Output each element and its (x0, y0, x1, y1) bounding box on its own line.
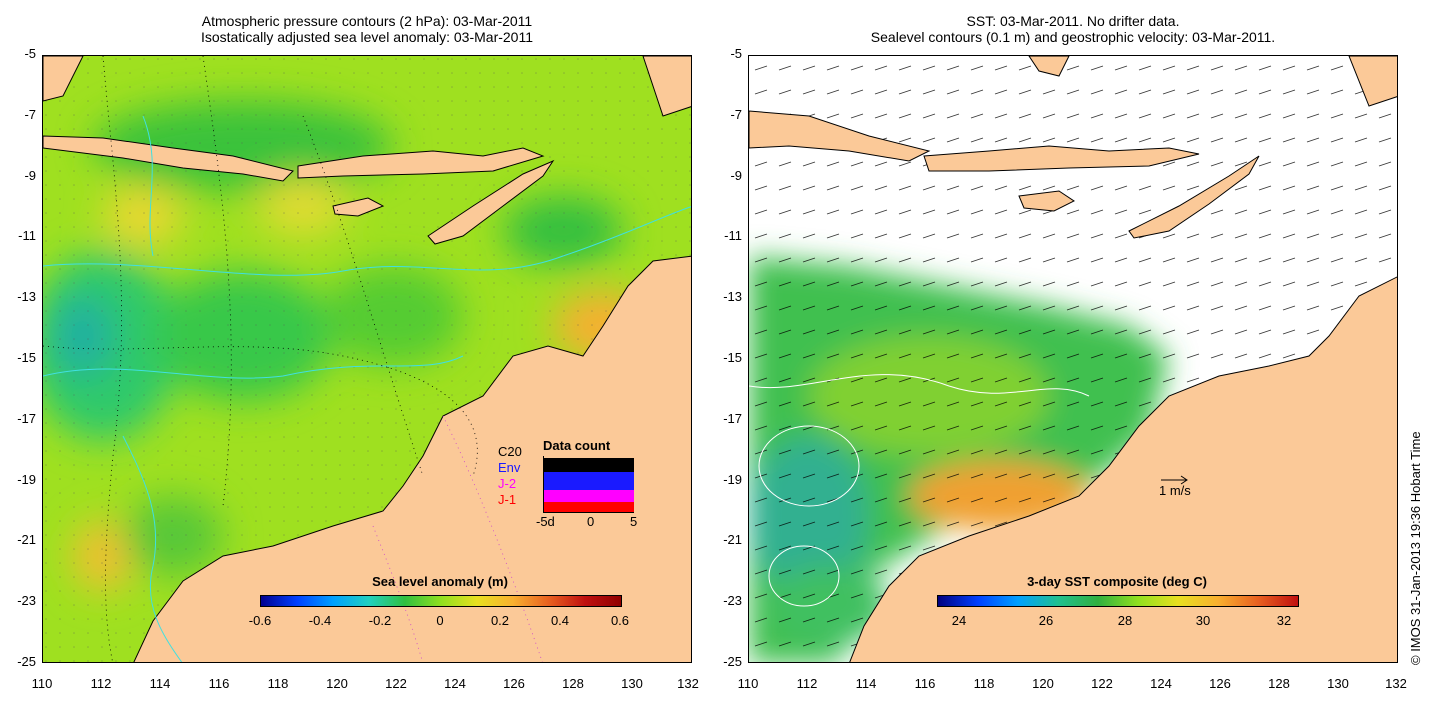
sst-velocity-map: 1 m/s 3-day SST composite (deg C) 24 26 … (748, 55, 1398, 663)
right-ytick-17: -17 (723, 411, 742, 426)
right-colorbar (937, 595, 1299, 607)
imos-credit: © IMOS 31-Jan-2013 19:36 Hobart Time (1408, 431, 1423, 665)
left-title-line2: Isostatically adjusted sea level anomaly… (200, 29, 534, 45)
left-ytick-25: -25 (17, 654, 36, 669)
velocity-scale-label: 1 m/s (1159, 483, 1191, 498)
left-xtick-118: 118 (267, 676, 289, 691)
left-cbar-tick-1: -0.4 (308, 613, 332, 628)
right-xtick-114: 114 (855, 676, 877, 691)
left-cbar-tick-4: 0.2 (490, 613, 510, 628)
left-xtick-132: 132 (677, 676, 699, 691)
left-ytick-9: -9 (24, 168, 36, 183)
right-title-line1: SST: 03-Mar-2011. No drifter data. (966, 13, 1180, 29)
right-ytick-13: -13 (723, 289, 742, 304)
inset-bar-chart (543, 456, 634, 513)
left-ytick-15: -15 (17, 350, 36, 365)
left-xtick-114: 114 (149, 676, 171, 691)
inset-legend-j2: J-2 (498, 476, 517, 491)
right-xtick-112: 112 (796, 676, 818, 691)
left-ytick-19: -19 (17, 472, 36, 487)
right-cbar-tick-26: 26 (1038, 613, 1054, 628)
left-ytick-21: -21 (17, 532, 36, 547)
left-colorbar-title: Sea level anomaly (m) (372, 574, 508, 589)
right-cbar-tick-30: 30 (1195, 613, 1211, 628)
right-ytick-25: -25 (723, 654, 742, 669)
left-cbar-tick-3: 0 (436, 613, 444, 628)
left-ytick-11: -11 (18, 228, 36, 243)
right-colorbar-title: 3-day SST composite (deg C) (1027, 574, 1207, 589)
right-xtick-126: 126 (1209, 676, 1231, 691)
inset-legend-c20: C20 (498, 444, 522, 459)
inset-legend-env: Env (498, 460, 521, 475)
right-xtick-120: 120 (1032, 676, 1054, 691)
sea-level-anomaly-map: Data count C20 Env J-2 J-1 -5d 0 5 Sea l… (42, 55, 692, 663)
right-xtick-122: 122 (1091, 676, 1113, 691)
left-cbar-tick-6: 0.6 (610, 613, 630, 628)
right-ytick-15: -15 (723, 350, 742, 365)
right-xtick-110: 110 (737, 676, 759, 691)
left-title-line1: Atmospheric pressure contours (2 hPa): 0… (201, 13, 533, 29)
right-xtick-124: 124 (1150, 676, 1172, 691)
left-colorbar (260, 595, 622, 607)
left-ytick-23: -23 (17, 593, 36, 608)
right-cbar-tick-24: 24 (951, 613, 967, 628)
right-cbar-tick-28: 28 (1117, 613, 1133, 628)
right-ytick-5: -5 (730, 46, 742, 61)
inset-xtick-minus5d: -5d (536, 514, 555, 529)
right-xtick-116: 116 (914, 676, 936, 691)
right-ytick-7: -7 (730, 107, 742, 122)
right-ytick-23: -23 (723, 593, 742, 608)
inset-legend-j1: J-1 (498, 492, 517, 507)
right-xtick-132: 132 (1385, 676, 1407, 691)
left-xtick-130: 130 (621, 676, 643, 691)
right-ytick-9: -9 (730, 168, 742, 183)
left-ytick-17: -17 (17, 411, 36, 426)
left-xtick-128: 128 (562, 676, 584, 691)
left-cbar-tick-0: -0.6 (248, 613, 272, 628)
right-xtick-118: 118 (973, 676, 995, 691)
right-xtick-128: 128 (1268, 676, 1290, 691)
left-xtick-120: 120 (326, 676, 348, 691)
left-xtick-116: 116 (208, 676, 230, 691)
left-xtick-112: 112 (90, 676, 112, 691)
inset-xtick-0: 0 (587, 514, 595, 529)
left-xtick-110: 110 (31, 676, 53, 691)
left-xtick-126: 126 (503, 676, 525, 691)
right-title-line2: Sealevel contours (0.1 m) and geostrophi… (870, 29, 1276, 45)
left-ytick-13: -13 (17, 289, 36, 304)
left-ytick-7: -7 (24, 107, 36, 122)
left-cbar-tick-5: 0.4 (550, 613, 570, 628)
right-xtick-130: 130 (1327, 676, 1349, 691)
left-ytick-5: -5 (24, 46, 36, 61)
inset-xtick-5: 5 (630, 514, 638, 529)
left-xtick-122: 122 (385, 676, 407, 691)
right-ytick-19: -19 (723, 472, 742, 487)
right-ytick-11: -11 (724, 228, 742, 243)
right-cbar-tick-32: 32 (1276, 613, 1292, 628)
left-xtick-124: 124 (444, 676, 466, 691)
right-ytick-21: -21 (723, 532, 742, 547)
left-cbar-tick-2: -0.2 (368, 613, 392, 628)
inset-title: Data count (543, 438, 611, 453)
